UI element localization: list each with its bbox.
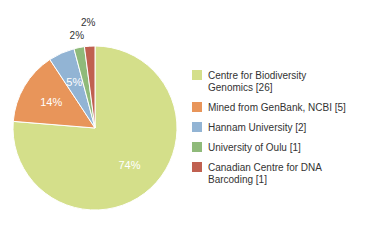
legend-swatch — [192, 142, 202, 152]
legend-label-line: Genomics [26] — [208, 82, 273, 93]
pie-labels: 74% 14% 5% 2% 2% — [40, 17, 140, 172]
data-label: 74% — [118, 159, 140, 171]
data-label: 2% — [81, 17, 96, 28]
legend-swatch — [192, 70, 202, 80]
pie-slice — [84, 46, 95, 128]
chart: 74% 14% 5% 2% 2% Centre for BiodiversityGenom… — [0, 0, 380, 240]
legend-label-line: Barcoding [1] — [208, 174, 267, 185]
legend-swatch — [192, 102, 202, 112]
legend-label: University of Oulu [1] — [208, 142, 301, 153]
legend-label: Centre for BiodiversityGenomics [26] — [208, 70, 306, 93]
pie-slice — [13, 46, 177, 210]
legend-swatch — [192, 162, 202, 172]
legend-label: Mined from GenBank, NCBI [5] — [208, 102, 346, 113]
legend-label-line: University of Oulu [1] — [208, 142, 301, 153]
legend-label-line: Canadian Centre for DNA — [208, 162, 322, 173]
legend-label-line: Hannam University [2] — [208, 122, 307, 133]
legend: Centre for BiodiversityGenomics [26] Mine… — [192, 70, 346, 185]
data-label: 2% — [70, 30, 85, 41]
pie — [13, 46, 177, 210]
legend-label: Hannam University [2] — [208, 122, 307, 133]
data-label: 5% — [66, 76, 82, 88]
data-label: 14% — [40, 96, 62, 108]
legend-label: Canadian Centre for DNABarcoding [1] — [208, 162, 322, 185]
legend-swatch — [192, 122, 202, 132]
legend-label-line: Centre for Biodiversity — [208, 70, 306, 81]
legend-label-line: Mined from GenBank, NCBI [5] — [208, 102, 346, 113]
